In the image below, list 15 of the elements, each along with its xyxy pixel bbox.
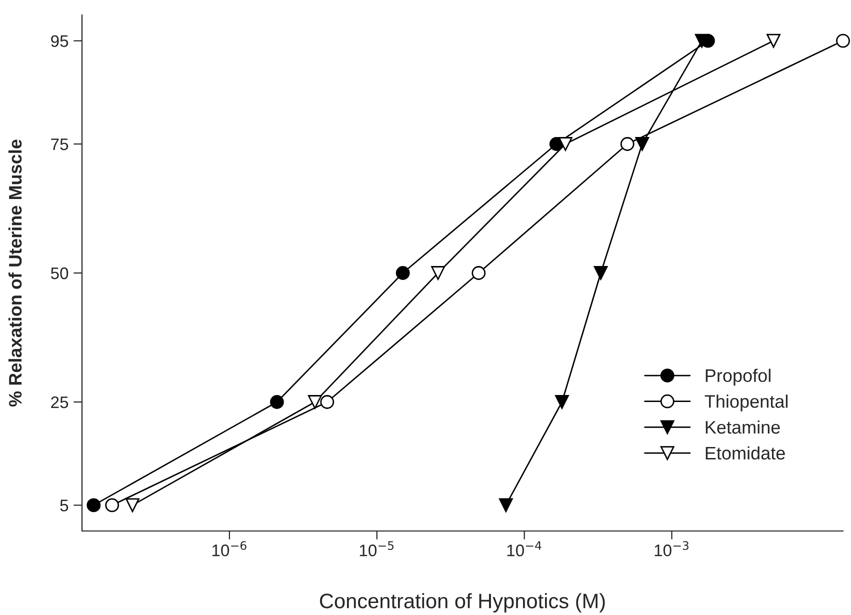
y-tick-label: 95 (51, 35, 68, 48)
legend-label: Ketamine (706, 420, 780, 434)
x-tick-label: 10$^{−3}$ (654, 541, 688, 556)
legend-label: Etomidate (706, 446, 785, 460)
y-tick-label: 5 (60, 500, 68, 512)
y-tick-label: 75 (51, 138, 68, 150)
legend-label: Thiopental (704, 394, 788, 412)
x-tick-label: 10$^{−6}$ (212, 541, 246, 556)
legend-label: Propofol (706, 368, 770, 386)
y-tick-label: 50 (50, 267, 68, 280)
x-tick-label: 10$^{−5}$ (360, 541, 394, 556)
y-tick-label: 25 (51, 396, 68, 408)
y-axis-title: % Relaxation of Uterine Muscle (8, 140, 22, 406)
x-tick-label: 10$^{−4}$ (507, 541, 542, 556)
x-axis-title: Concentration of Hypnotics (M) (320, 593, 605, 612)
